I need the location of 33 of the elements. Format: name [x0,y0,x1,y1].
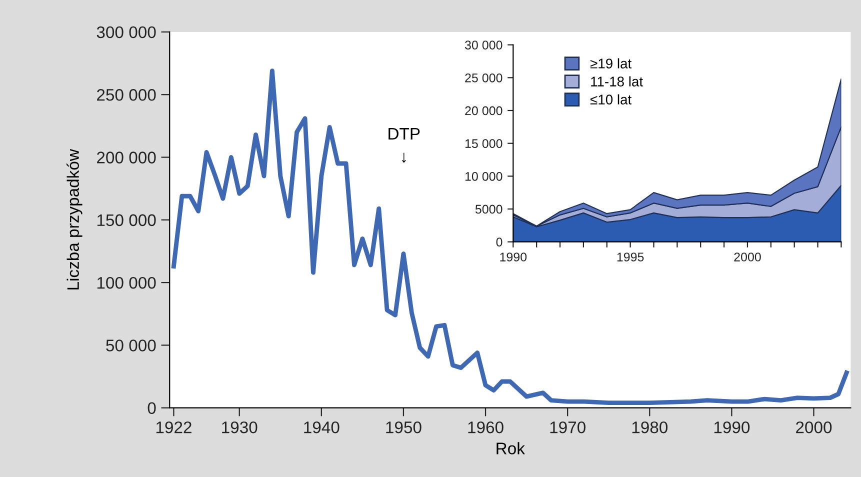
y-tick-label: 20 000 [465,106,502,116]
y-tick-label: 25 000 [465,73,502,82]
x-axis-title: Rok [496,442,525,454]
annotation: DTP ↓ [388,128,420,163]
y-tick-label: 5000 [475,204,502,214]
x-tick-label: 2000 [796,421,832,434]
y-tick-label: 15 000 [465,139,502,148]
x-tick-label: 1960 [468,421,504,434]
x-tick-label: 1990 [500,252,527,262]
x-tick-label: 1970 [550,421,586,434]
line-series [171,68,849,406]
y-tick-label: 150 000 [97,214,156,226]
y-tick-label: 100 000 [97,276,156,289]
legend-label: ≤10 lat [590,94,632,104]
y-axis-title: Liczba przypadków [66,148,82,290]
x-tick-label: 2000 [734,252,761,262]
legend-label: ≥19 lat [590,58,632,68]
x-tick-label: 1950 [386,421,422,434]
y-tick-label: 0 [148,402,156,414]
x-tick-label: 1940 [304,421,340,434]
y-tick-label: 10 000 [465,172,502,181]
y-tick-label: 300 000 [96,26,156,38]
legend-label: 11-18 lat [591,76,643,86]
y-tick-label: 30 000 [464,40,502,50]
y-tick-label: 50 000 [106,340,156,352]
x-tick-label: 1990 [714,421,750,434]
x-tick-label: 1930 [222,421,258,434]
x-tick-label: 1995 [617,252,644,262]
y-tick-label: 250 000 [97,89,156,101]
y-tick-label: 200 000 [97,152,156,164]
x-tick-label: 1980 [632,421,668,434]
x-tick-label: 1922 [156,421,192,434]
y-tick-label: 0 [496,238,502,246]
